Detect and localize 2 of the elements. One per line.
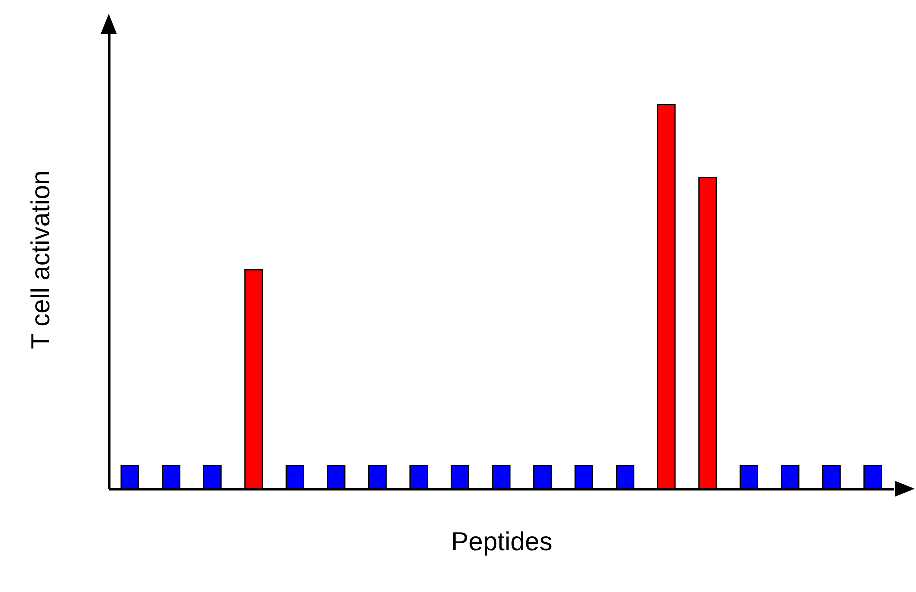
y-axis-title: T cell activation: [26, 170, 56, 350]
x-axis-title: Peptides: [451, 526, 553, 556]
